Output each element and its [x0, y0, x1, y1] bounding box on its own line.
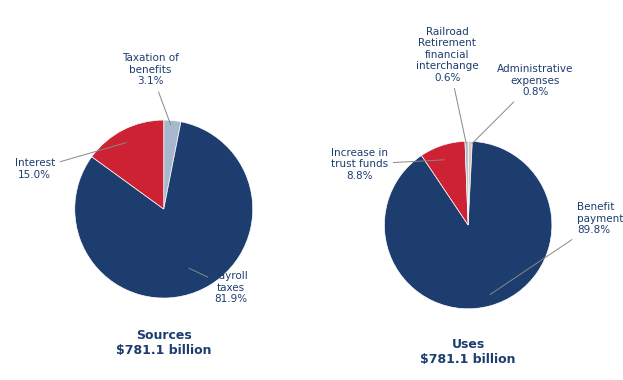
Wedge shape [422, 141, 468, 225]
Wedge shape [75, 122, 253, 298]
Text: Payroll
taxes
81.9%: Payroll taxes 81.9% [189, 268, 248, 304]
Wedge shape [465, 141, 468, 225]
Text: Uses
$781.1 billion: Uses $781.1 billion [421, 338, 516, 366]
Text: Increase in
trust funds
8.8%: Increase in trust funds 8.8% [331, 148, 444, 181]
Text: Taxation of
benefits
3.1%: Taxation of benefits 3.1% [122, 53, 179, 125]
Text: Benefit
payments
89.8%: Benefit payments 89.8% [490, 202, 623, 294]
Text: Sources
$781.1 billion: Sources $781.1 billion [116, 329, 212, 357]
Wedge shape [384, 141, 552, 309]
Text: Interest
15.0%: Interest 15.0% [14, 142, 126, 180]
Wedge shape [468, 141, 472, 225]
Wedge shape [92, 120, 164, 209]
Wedge shape [164, 120, 181, 209]
Text: Railroad
Retirement
financial
interchange
0.6%: Railroad Retirement financial interchang… [416, 27, 478, 143]
Text: Administrative
expenses
0.8%: Administrative expenses 0.8% [472, 64, 573, 144]
